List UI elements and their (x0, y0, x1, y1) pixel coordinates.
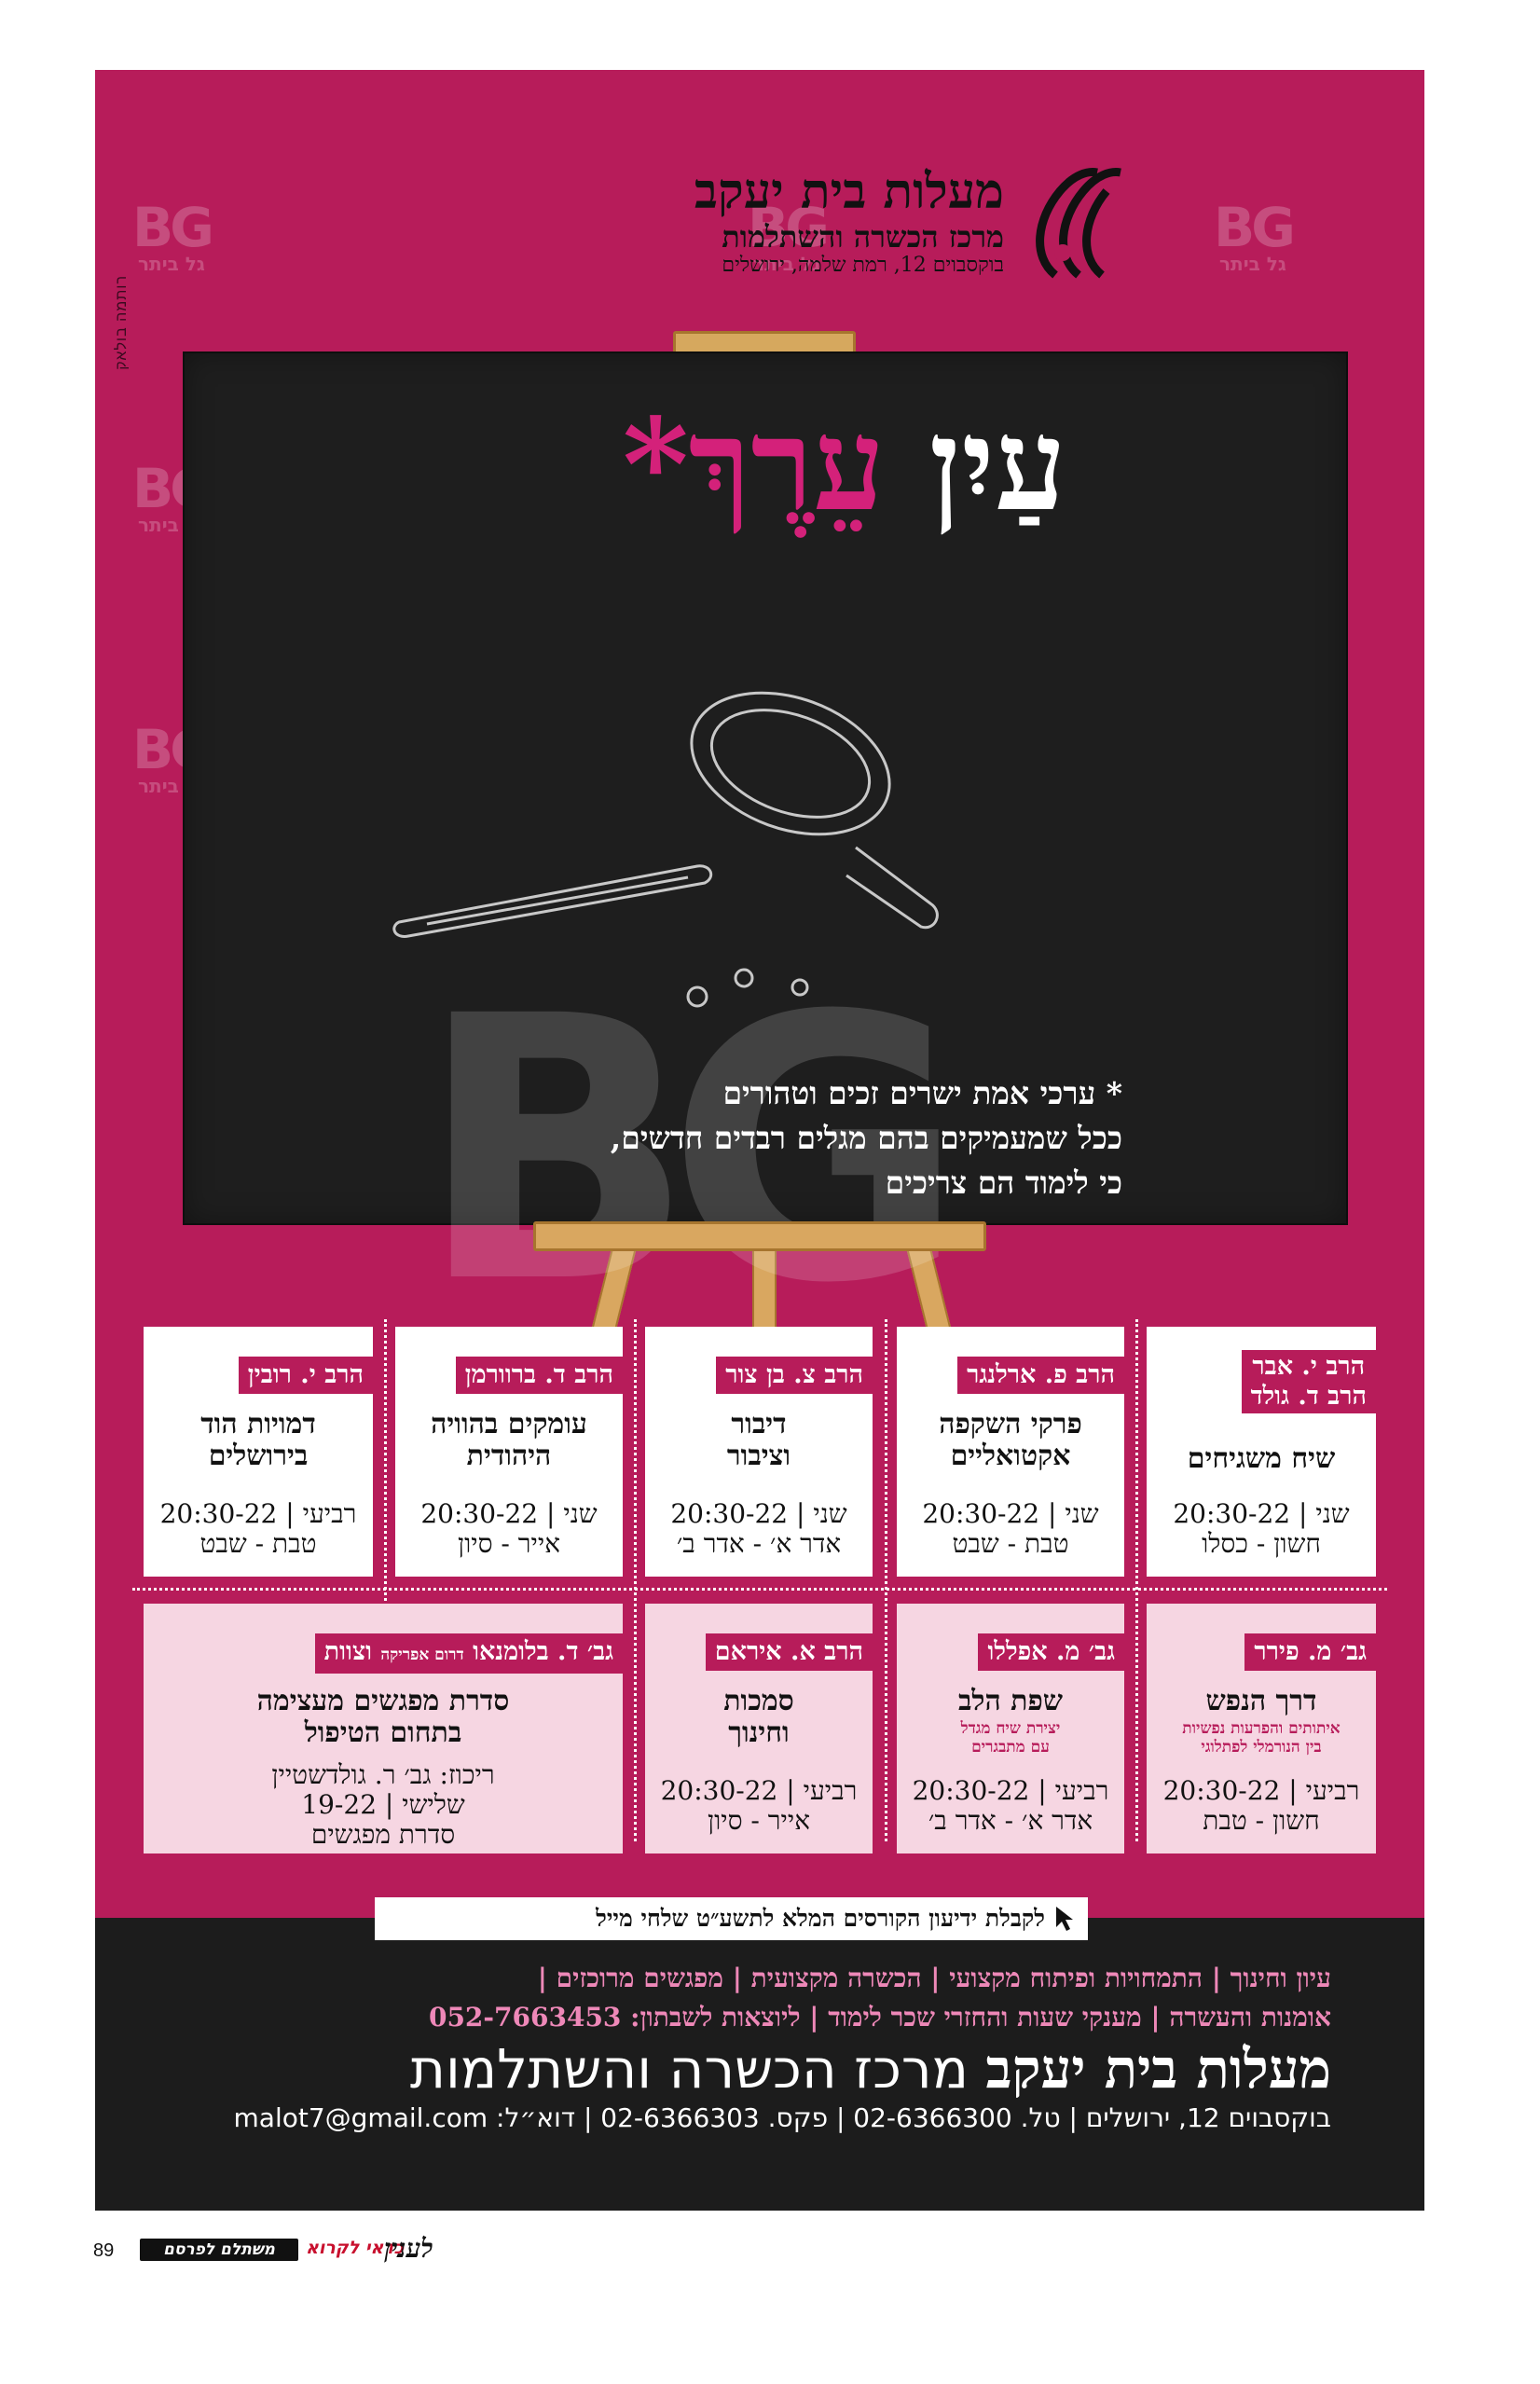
course-subtopic: איתותים והפרעות נפשיות בין הנורמלי לפתלוג… (1182, 1719, 1341, 1757)
logo-title: מעלות בית יעקב (694, 163, 1004, 220)
footnote-line: * ערכי אמת ישרים זכים וטהורים (722, 1075, 1122, 1111)
course-topic: שפת הלב (957, 1685, 1064, 1717)
course-schedule: רביעי | 20:30-22 אדר א׳ - אדר ב׳ (912, 1775, 1109, 1836)
services-line: אומנות והעשרה | מענקי שעות והחזרי שכר לי… (428, 2002, 1331, 2033)
divider (1135, 1319, 1138, 1841)
footnote-line: כי לימוד הם צריכים (885, 1164, 1122, 1201)
logo-mark-icon (1036, 168, 1121, 279)
course-card-wide: גב׳ ד. בלומנאו דרום אפריקה וצוות סדרת מפ… (144, 1604, 623, 1853)
teacher-tag: הרב י. רובין (238, 1357, 373, 1394)
teacher-tag: הרב י. אבר הרב ד. גולד (1241, 1350, 1376, 1413)
footer-worth-label: כדאי לקרוא (306, 2238, 405, 2258)
divider (132, 1588, 1387, 1591)
teacher-tag: הרב א. איראם (705, 1633, 873, 1671)
course-card: גב׳ מ. אפללו שפת הלב יצירת שיח מגדל עם מת… (897, 1604, 1124, 1853)
teacher-tag: גב׳ ד. בלומנאו דרום אפריקה וצוות (314, 1633, 623, 1674)
course-schedule: רביעי | 20:30-22 חשון - טבת (1162, 1775, 1360, 1836)
course-topic: פרקי השקפה אקטואליים (939, 1408, 1082, 1472)
teacher-tag: הרב פ. ארלנגר (957, 1357, 1124, 1394)
headline-footnote: * ערכי אמת ישרים זכים וטהורים ככל שמעמיק… (563, 1071, 1122, 1206)
course-card: הרב צ. בן צור דיבור וציבור שני | 20:30-22… (645, 1327, 873, 1577)
photo-credit: רותמה בולאק (114, 275, 130, 370)
catalog-request-text: לקבלת ידיעון הקורסים המלא לתשע״ט שלחי מי… (596, 1905, 1045, 1932)
course-card: הרב י. אבר הרב ד. גולד שיח משגיחים שני | … (1147, 1327, 1376, 1577)
course-card: הרב א. איראם סמכות וחינוך רביעי | 20:30-2… (645, 1604, 873, 1853)
course-topic: סדרת מפגשים מעצימה בתחום הטיפול (256, 1685, 510, 1749)
headline: עַיִן עֵרֶךְ* (623, 391, 1066, 540)
page-footer: 89 משתלם לפרסם כדאי לקרוא לענין (84, 2233, 578, 2267)
watermark-large: BG (418, 939, 965, 1362)
course-topic: דיבור וציבור (726, 1408, 791, 1472)
teacher-tag: הרב ד. ברוורמן (455, 1357, 623, 1394)
catalog-request-banner[interactable]: לקבלת ידיעון הקורסים המלא לתשע״ט שלחי מי… (375, 1897, 1088, 1940)
easel-crossbar (533, 1221, 986, 1251)
course-topic: עומקים בהוויה היהודית (431, 1408, 587, 1472)
course-topic: דרך הנפש (1205, 1685, 1317, 1717)
institution-logo: מעלות בית יעקב מרכז הכשרה והשתלמות בוקסב… (496, 163, 1130, 284)
cursor-arrow-icon (1056, 1907, 1073, 1931)
services-line: עיון וחינוך | התמחויות ופיתוח מקצועי | ה… (537, 1963, 1331, 1993)
course-card: גב׳ מ. פירר דרך הנפש איתותים והפרעות נפש… (1147, 1604, 1376, 1853)
divider (885, 1319, 887, 1841)
chalkboard: BG עַיִן עֵרֶךְ* * ערכי אמת ישרים זכים ו… (183, 351, 1348, 1332)
chalk-drawing-icon (392, 691, 939, 1008)
course-subtopic: יצירת שיח מגדל עם מתבגרים (960, 1719, 1061, 1757)
logo-address: בוקסבוים 12, רמת שלמה, ירושלים (722, 254, 1004, 277)
course-topic: שיח משגיחים (1187, 1442, 1336, 1475)
contact-details: בוקסבוים 12, ירושלים | טל. 02-6366300 | … (233, 2102, 1331, 2133)
course-topic: דמויות הוד בירושלים (200, 1408, 316, 1472)
teacher-tag: גב׳ מ. פירר (1244, 1633, 1376, 1671)
course-schedule: רביעי | 20:30-22 אייר - סיון (660, 1775, 858, 1836)
magazine-logo: לענין (384, 2233, 433, 2264)
teacher-tag: גב׳ מ. אפללו (978, 1633, 1124, 1671)
footer-paid-label: משתלם לפרסם (140, 2239, 298, 2261)
footnote-line: ככל שמעמיקים בהם מגלים רבדים חדשים, (610, 1119, 1122, 1156)
course-schedule: ריכוז: גב׳ ר. גולדשטיין שלישי | 19-22 סדרת… (271, 1759, 495, 1850)
course-schedule: רביעי | 20:30-22 טבת - שבט (159, 1498, 357, 1559)
divider (634, 1319, 637, 1841)
advertisement-panel: BG גל ביתר BG גל ביתר BG גל ביתר BG גל ביתר … (95, 70, 1424, 2211)
course-topic: סמכות וחינוך (723, 1685, 794, 1749)
logo-subtitle: מרכז הכשרה והשתלמות (722, 219, 1004, 255)
contact-band (95, 1918, 1424, 2211)
page-number: 89 (93, 2240, 115, 2261)
course-card: הרב ד. ברוורמן עומקים בהוויה היהודית שני … (395, 1327, 623, 1577)
divider (384, 1319, 387, 1841)
course-schedule: שני | 20:30-22 טבת - שבט (922, 1498, 1099, 1559)
course-schedule: שני | 20:30-22 אייר - סיון (420, 1498, 598, 1559)
course-schedule: שני | 20:30-22 אדר א׳ - אדר ב׳ (670, 1498, 847, 1559)
course-card: הרב י. רובין דמויות הוד בירושלים רביעי | … (144, 1327, 373, 1577)
headline-asterisk: * (622, 391, 689, 540)
course-card: הרב פ. ארלנגר פרקי השקפה אקטואליים שני | … (897, 1327, 1124, 1577)
headline-word-white: עַיִן (928, 391, 1066, 540)
headline-word-pink: עֵרֶךְ (688, 391, 886, 540)
course-schedule: שני | 20:30-22 חשון - כסלו (1173, 1498, 1350, 1559)
teacher-tag: הרב צ. בן צור (716, 1357, 873, 1394)
institution-name: מעלות בית יעקב מרכז הכשרה והשתלמות (409, 2037, 1331, 2101)
